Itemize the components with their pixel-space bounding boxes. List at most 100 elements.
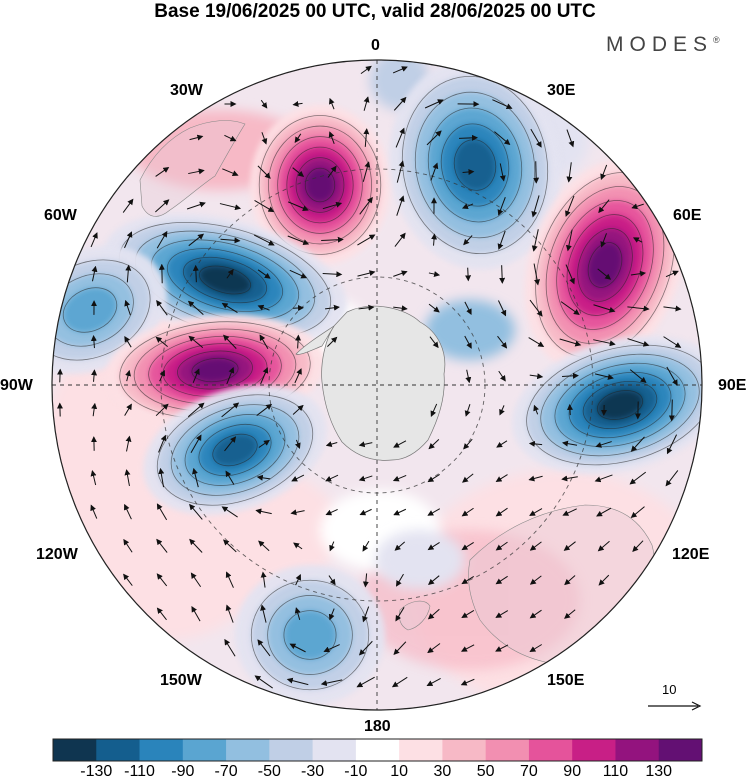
wind-arrow: [325, 474, 339, 482]
wind-arrow: [156, 299, 168, 316]
wind-arrow: [260, 99, 268, 109]
wind-arrow: [291, 474, 305, 482]
contour-line: [166, 248, 284, 312]
wind-arrow: [426, 678, 441, 686]
colorbar-tick-label: -50: [257, 763, 281, 780]
wind-arrow: [260, 571, 267, 588]
contour-line: [212, 433, 258, 467]
contour-line: [577, 228, 633, 302]
wind-arrow: [189, 503, 203, 520]
colorbar-segment: [182, 739, 227, 761]
reference-vector-arrow: [648, 701, 702, 711]
wind-arrow: [257, 269, 271, 279]
wind-arrow: [325, 441, 338, 448]
wind-arrow: [123, 573, 133, 586]
wind-arrow: [465, 369, 472, 384]
colorbar-segment: [139, 739, 184, 761]
wind-arrow: [499, 163, 506, 182]
wind-arrow: [224, 638, 236, 657]
wind-arrow: [362, 573, 369, 588]
wind-arrow: [497, 197, 506, 216]
wind-arrow: [395, 607, 405, 622]
wind-arrow: [461, 610, 475, 619]
wind-arrow: [258, 540, 270, 552]
wind-arrow: [358, 475, 373, 482]
wind-arrow: [295, 334, 302, 349]
contour-line: [184, 414, 286, 486]
wind-arrow: [630, 506, 645, 518]
wind-arrow: [329, 97, 335, 110]
wind-arrow: [358, 640, 373, 656]
wind-arrow: [289, 643, 306, 653]
wind-arrow: [533, 161, 540, 184]
wind-arrow: [192, 368, 200, 383]
wind-arrow: [222, 168, 239, 177]
south-america: [139, 120, 246, 217]
wind-arrow: [322, 201, 343, 210]
lon-label-150e: 150E: [547, 672, 585, 689]
wind-arrow: [627, 305, 650, 312]
wind-arrow: [90, 470, 97, 486]
wind-arrow: [562, 508, 577, 516]
wind-arrow: [224, 134, 237, 142]
contour-line: [587, 242, 623, 288]
contour-line: [156, 394, 314, 506]
wind-arrow: [320, 679, 343, 687]
wind-arrow: [566, 129, 575, 148]
colorbar-segment: [442, 739, 487, 761]
wind-arrow: [225, 470, 235, 485]
wind-arrow: [600, 233, 607, 248]
wind-arrow: [663, 305, 682, 312]
wind-arrow: [666, 366, 678, 386]
wind-arrow: [155, 336, 168, 348]
wind-arrow: [531, 195, 540, 218]
wind-arrow: [430, 162, 439, 181]
colorbar-segment: [53, 739, 97, 761]
wind-arrow: [424, 99, 444, 109]
anomaly-blob: [103, 213, 347, 347]
colorbar-tick-label: 10: [390, 763, 409, 780]
wind-arrow: [158, 434, 167, 453]
wind-arrow: [631, 203, 644, 210]
wind-arrow: [393, 641, 407, 655]
contour-line: [250, 579, 370, 691]
wind-arrow: [461, 541, 474, 551]
wind-arrow: [90, 504, 98, 519]
lon-label-90e: 90E: [718, 377, 747, 394]
polar-map: [51, 59, 703, 711]
contour-line: [304, 167, 336, 203]
wind-arrow: [391, 676, 408, 688]
brand-text: MODES: [606, 33, 714, 56]
wind-arrow: [125, 264, 132, 283]
colorbar-frame: [52, 738, 703, 762]
colorbar-segment: [312, 739, 357, 761]
wind-arrow: [363, 96, 370, 111]
contour-line: [453, 139, 497, 191]
wind-arrow: [529, 508, 543, 516]
wind-arrow: [159, 369, 166, 382]
lon-label-0: 0: [371, 37, 380, 54]
wind-arrow: [499, 405, 505, 416]
wind-arrow: [463, 235, 473, 246]
wind-arrow: [497, 230, 506, 250]
lon-label-60e: 60E: [673, 207, 702, 224]
wind-arrow: [426, 130, 442, 146]
wind-arrow: [529, 609, 542, 619]
wind-arrow: [529, 575, 542, 585]
wind-arrow: [190, 434, 202, 453]
wind-arrow: [292, 167, 305, 177]
wind-arrow: [597, 268, 612, 280]
wind-arrow: [564, 575, 576, 586]
wind-arrow: [287, 201, 309, 211]
wind-arrow: [531, 229, 539, 252]
wind-arrow: [289, 269, 308, 279]
anomaly-blob: [389, 60, 561, 270]
wind-arrow: [358, 441, 373, 448]
contour-line: [286, 146, 354, 224]
map-title: Base 19/06/2025 00 UTC, valid 28/06/2025…: [154, 1, 596, 22]
contour-line: [52, 273, 134, 347]
wind-arrow: [567, 403, 573, 416]
wind-arrow: [156, 607, 167, 621]
wind-arrow: [122, 198, 134, 213]
colorbar-segment: [572, 739, 616, 761]
